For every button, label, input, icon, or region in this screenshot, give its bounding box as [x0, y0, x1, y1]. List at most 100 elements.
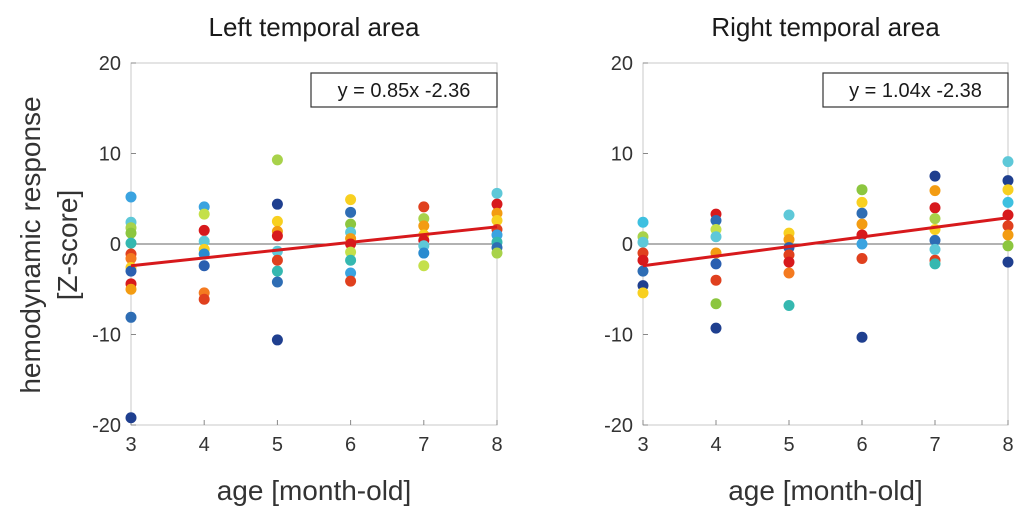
data-point — [929, 234, 941, 246]
chart-left-temporal: Left temporal area 3 4 5 6 7 8 20 10 0 -10 -20 y = 0… — [92, 12, 502, 506]
data-point — [271, 198, 283, 210]
data-point — [637, 236, 649, 248]
data-point — [491, 198, 503, 210]
y-tick-label: 0 — [622, 234, 633, 256]
data-point — [125, 265, 137, 277]
data-point — [637, 216, 649, 228]
data-point — [491, 187, 503, 199]
data-point — [198, 293, 210, 305]
data-point — [710, 298, 722, 310]
data-point — [125, 191, 137, 203]
y-axis-label-line1: hemodynamic response — [15, 96, 46, 393]
equation-box — [822, 72, 1009, 108]
y-tick-label: 10 — [99, 144, 121, 166]
x-tick-label: 4 — [199, 434, 210, 456]
data-point — [1002, 184, 1014, 196]
regression-line — [642, 216, 1009, 268]
data-point — [418, 201, 430, 213]
data-point — [345, 194, 357, 206]
equation-box — [310, 72, 498, 108]
data-point — [271, 276, 283, 288]
data-point — [1002, 175, 1014, 187]
chart-title: Right temporal area — [711, 12, 940, 42]
data-point — [418, 220, 430, 232]
data-point — [345, 218, 357, 230]
data-point — [125, 237, 137, 249]
data-point — [125, 311, 137, 323]
data-point — [637, 265, 649, 277]
x-tick-label: 3 — [637, 434, 648, 456]
data-point — [198, 235, 210, 247]
data-point — [856, 331, 868, 343]
data-point — [271, 334, 283, 346]
data-point — [125, 227, 137, 239]
y-tick-label: -20 — [92, 415, 121, 437]
data-point — [710, 274, 722, 286]
data-point — [345, 246, 357, 258]
chart-title: Left temporal area — [208, 12, 420, 42]
chart-right-temporal: Right temporal area 3 4 5 6 7 8 20 10 0 -10 -20 y = … — [604, 12, 1013, 506]
data-point — [783, 300, 795, 312]
data-point — [271, 154, 283, 166]
data-point — [929, 213, 941, 225]
data-point — [710, 214, 722, 226]
data-point — [125, 412, 137, 424]
data-point — [198, 208, 210, 220]
data-point — [1002, 196, 1014, 208]
y-tick-label: -10 — [604, 325, 633, 347]
y-axis-label-line2: [Z-score] — [52, 190, 83, 300]
data-point — [856, 196, 868, 208]
x-tick-label: 4 — [710, 434, 721, 456]
data-point — [345, 275, 357, 287]
data-point — [856, 238, 868, 250]
x-tick-label: 6 — [345, 434, 356, 456]
data-point — [491, 247, 503, 259]
data-point — [345, 206, 357, 218]
data-point — [125, 283, 137, 295]
regression-line — [130, 225, 498, 268]
data-point — [418, 260, 430, 272]
data-point — [929, 202, 941, 214]
data-point — [125, 252, 137, 264]
data-point — [1002, 256, 1014, 268]
data-point — [856, 207, 868, 219]
data-point — [1002, 220, 1014, 232]
data-point — [710, 258, 722, 270]
x-axis-label: age [month-old] — [728, 475, 923, 506]
data-point — [929, 243, 941, 255]
data-point — [345, 254, 357, 266]
data-point — [271, 230, 283, 242]
data-point — [1002, 156, 1014, 168]
data-point — [198, 260, 210, 272]
x-tick-label: 5 — [272, 434, 283, 456]
data-point — [783, 267, 795, 279]
y-tick-label: -10 — [92, 325, 121, 347]
data-point — [271, 254, 283, 266]
equation-label: y = 1.04x -2.38 — [849, 80, 982, 102]
data-point — [345, 267, 357, 279]
data-point — [637, 254, 649, 266]
data-point — [710, 231, 722, 243]
x-tick-label: 6 — [856, 434, 867, 456]
data-point — [271, 265, 283, 277]
data-point — [856, 184, 868, 196]
data-point — [856, 218, 868, 230]
data-point — [929, 258, 941, 270]
x-tick-label: 7 — [418, 434, 429, 456]
data-point — [783, 256, 795, 268]
data-point — [710, 322, 722, 334]
data-point — [929, 185, 941, 197]
data-point — [271, 215, 283, 227]
data-point — [491, 214, 503, 226]
data-point — [418, 247, 430, 259]
data-point — [856, 252, 868, 264]
data-point — [1002, 229, 1014, 241]
y-tick-label: -20 — [604, 415, 633, 437]
x-tick-label: 8 — [491, 434, 502, 456]
x-tick-label: 3 — [125, 434, 136, 456]
y-tick-label: 10 — [611, 144, 633, 166]
x-tick-label: 8 — [1002, 434, 1013, 456]
data-point — [783, 209, 795, 221]
data-point — [1002, 240, 1014, 252]
